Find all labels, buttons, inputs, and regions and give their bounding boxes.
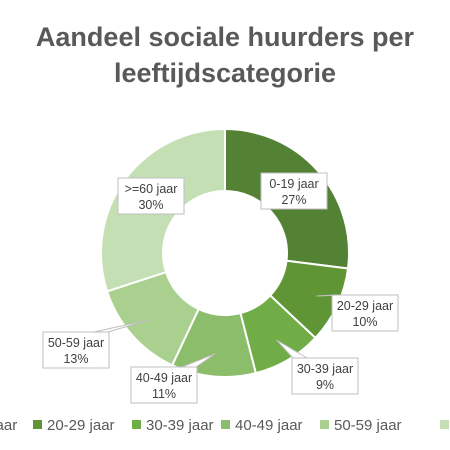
legend-label-0-19-jaar: 0-19 jaar xyxy=(0,417,17,434)
data-label-value-30-39-jaar: 9% xyxy=(316,378,334,392)
donut-slices xyxy=(100,127,350,378)
legend-label-40-49-jaar: 40-49 jaar xyxy=(235,417,303,434)
data-label-value-50-59-jaar: 13% xyxy=(63,352,88,366)
data-label-category-40-49-jaar: 40-49 jaar xyxy=(136,371,192,385)
data-label-box-0-19-jaar xyxy=(260,172,328,210)
data-label-category-0-19-jaar: 0-19 jaar xyxy=(269,177,318,191)
data-label-category-50-59-jaar: 50-59 jaar xyxy=(48,336,104,350)
legend-swatch-30-39-jaar xyxy=(132,420,141,429)
data-labels: 0-19 jaar 27% 20-29 jaar 10% 30-39 jaar 9% 40-… xyxy=(42,172,399,404)
data-label-value-0-19-jaar: 27% xyxy=(281,193,306,207)
data-label-box-60-jaar xyxy=(117,177,185,215)
data-label-box-30-39-jaar xyxy=(291,357,359,395)
data-label-box-40-49-jaar xyxy=(130,366,198,404)
chart-title-line-2: leeftijdscategorie xyxy=(114,58,336,88)
legend-swatch-40-49-jaar xyxy=(221,420,230,429)
data-label-category-20-29-jaar: 20-29 jaar xyxy=(337,299,393,313)
legend-swatch-20-29-jaar xyxy=(33,420,42,429)
data-label-category-30-39-jaar: 30-39 jaar xyxy=(297,362,353,376)
legend-swatch-60-jaar xyxy=(440,420,449,429)
legend: 0-19 jaar 20-29 jaar 30-39 jaar 40-49 jaar 5… xyxy=(0,417,449,434)
legend-label-50-59-jaar: 50-59 jaar xyxy=(334,417,402,434)
data-label-category-60-jaar: >=60 jaar xyxy=(125,182,178,196)
data-label-value-40-49-jaar: 11% xyxy=(152,387,176,401)
chart-title-line-1: Aandeel sociale huurders per xyxy=(36,22,415,52)
legend-label-20-29-jaar: 20-29 jaar xyxy=(47,417,115,434)
data-label-value-20-29-jaar: 10% xyxy=(352,315,377,329)
data-label-value-60-jaar: 30% xyxy=(138,198,163,212)
legend-label-30-39-jaar: 30-39 jaar xyxy=(146,417,214,434)
data-label-box-20-29-jaar xyxy=(331,294,399,332)
data-label-box-50-59-jaar xyxy=(42,331,110,369)
legend-swatch-50-59-jaar xyxy=(320,420,329,429)
